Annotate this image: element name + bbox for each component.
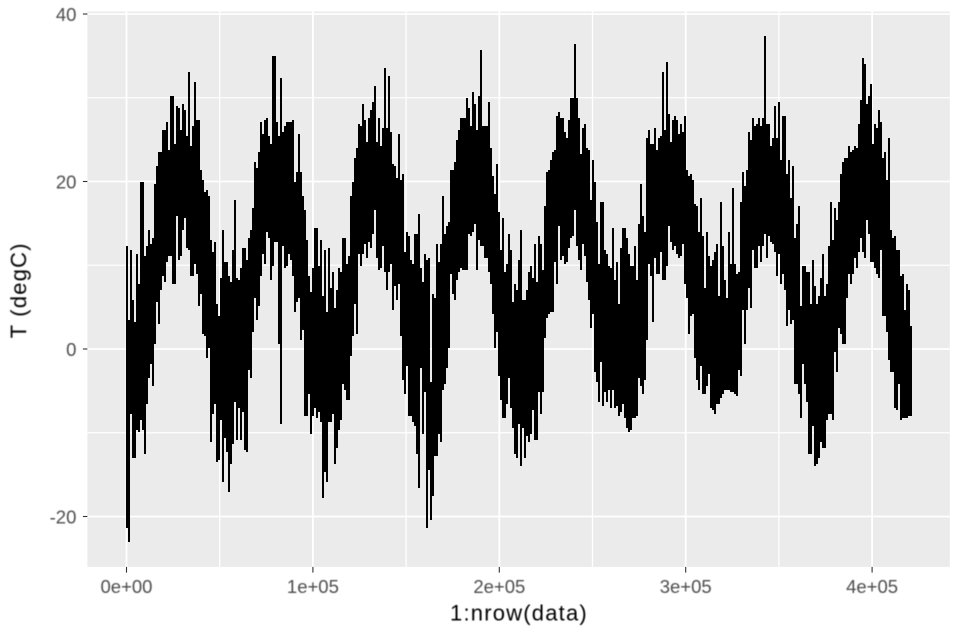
svg-text:1e+05: 1e+05: [287, 576, 339, 597]
svg-text:0: 0: [66, 339, 76, 360]
svg-text:1:nrow(data): 1:nrow(data): [450, 601, 588, 626]
svg-text:0e+00: 0e+00: [101, 576, 153, 597]
svg-text:20: 20: [56, 171, 77, 192]
svg-text:2e+05: 2e+05: [473, 576, 525, 597]
svg-text:-20: -20: [50, 506, 77, 527]
svg-text:4e+05: 4e+05: [846, 576, 898, 597]
svg-text:T (degC): T (degC): [6, 242, 31, 338]
svg-text:40: 40: [56, 4, 77, 25]
svg-text:3e+05: 3e+05: [660, 576, 712, 597]
